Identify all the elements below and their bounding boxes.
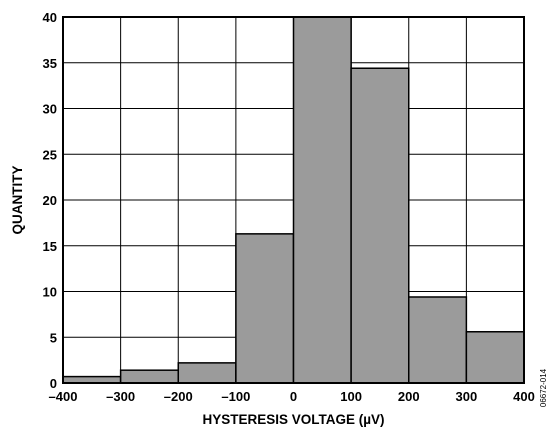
- x-tick-label: 0: [290, 389, 297, 404]
- histogram-bar: [350, 67, 410, 384]
- x-axis-title: HYSTERESIS VOLTAGE (µV): [202, 412, 384, 427]
- x-tick-label: 400: [513, 389, 535, 404]
- y-axis-title: QUANTITY: [10, 166, 25, 235]
- x-tick-label: 200: [398, 389, 420, 404]
- histogram-bar: [292, 16, 352, 384]
- histogram-bar: [177, 362, 237, 384]
- x-tick-label: –100: [221, 389, 250, 404]
- histogram-bar: [465, 331, 525, 384]
- plot-frame: [62, 16, 525, 384]
- histogram-bars: [62, 16, 525, 384]
- x-tick-label: 300: [456, 389, 478, 404]
- y-tick-label: 35: [43, 56, 57, 71]
- figure-id: 06672-014: [539, 368, 548, 407]
- y-tick-label: 5: [50, 330, 57, 345]
- histogram-bar: [119, 369, 179, 384]
- y-tick-label: 0: [50, 376, 57, 391]
- x-tick-label: –300: [106, 389, 135, 404]
- y-tick-label: 10: [43, 285, 57, 300]
- histogram-bar: [235, 233, 295, 384]
- x-axis-tick-labels: –400 –300 –200 –100 0 100 200 300 400: [49, 389, 535, 404]
- y-tick-label: 20: [43, 193, 57, 208]
- y-axis-tick-labels: 0 5 10 15 20 25 30 35 40: [43, 10, 57, 391]
- x-tick-label: –400: [49, 389, 78, 404]
- y-tick-label: 40: [43, 10, 57, 25]
- y-tick-label: 15: [43, 239, 57, 254]
- x-tick-label: –200: [164, 389, 193, 404]
- y-tick-label: 25: [43, 147, 57, 162]
- y-tick-label: 30: [43, 102, 57, 117]
- histogram-bar: [408, 296, 468, 384]
- x-tick-label: 100: [340, 389, 362, 404]
